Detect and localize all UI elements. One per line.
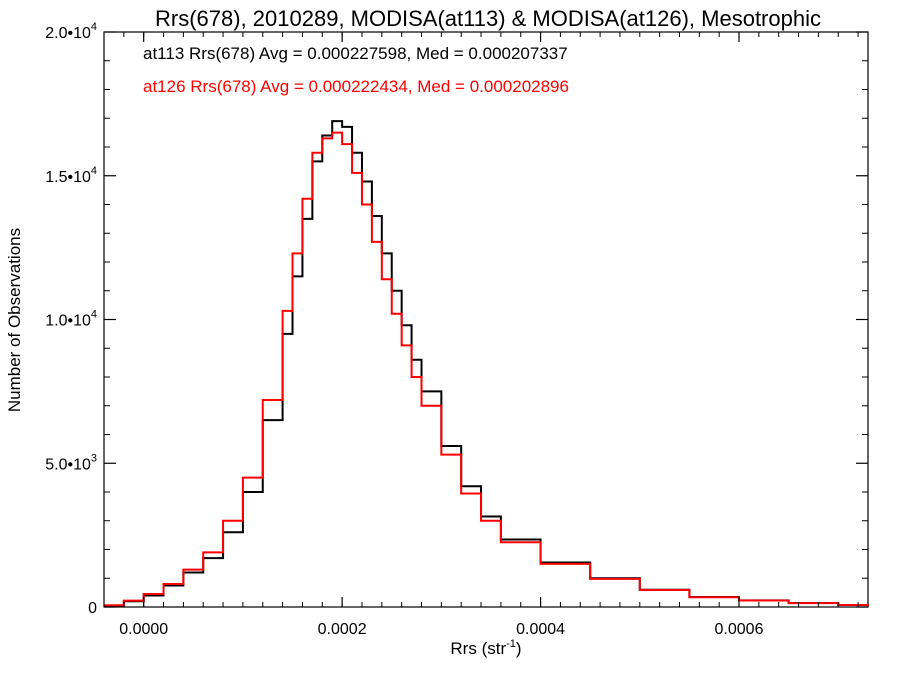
x-tick-label: 0.0000	[119, 621, 168, 638]
series-line-at113	[104, 120, 869, 607]
y-tick-label: 0	[88, 600, 97, 617]
x-tick-label: 0.0002	[318, 621, 367, 638]
x-axis-label: Rrs (str-1)	[450, 638, 521, 658]
x-tick-label: 0.0006	[715, 621, 764, 638]
y-axis: 0 5.0•103 1.0•104 1.5•104 2.0•104	[45, 21, 868, 617]
y-tick-label: 1.0•104	[45, 309, 97, 330]
series-line-at126	[104, 131, 869, 607]
y-tick-label: 5.0•103	[45, 452, 97, 473]
annotation-at113: at113 Rrs(678) Avg = 0.000227598, Med = …	[143, 44, 568, 63]
histogram-curves	[104, 120, 869, 607]
chart-title: Rrs(678), 2010289, MODISA(at113) & MODIS…	[155, 6, 821, 31]
y-axis-label: Number of Observations	[5, 228, 24, 412]
x-axis: 0.0000 0.0002 0.0004 0.0006	[103, 32, 859, 638]
y-tick-label: 2.0•104	[45, 21, 97, 42]
x-tick-label: 0.0004	[516, 621, 565, 638]
annotation-at126: at126 Rrs(678) Avg = 0.000222434, Med = …	[143, 77, 569, 96]
y-tick-label: 1.5•104	[45, 165, 97, 186]
